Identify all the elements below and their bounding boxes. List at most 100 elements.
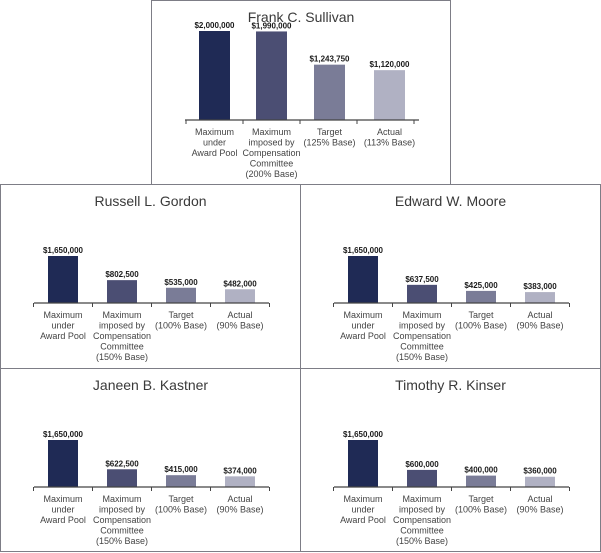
bar [525,292,555,303]
category-label: (113% Base) [364,138,415,148]
category-label: Compensation [393,515,451,525]
bar [374,70,405,120]
category-label: Compensation [242,148,300,158]
category-label: Target [168,494,194,504]
category-label: (150% Base) [396,536,448,546]
category-label: Maximum [252,127,291,137]
category-label: Committee [400,526,444,536]
data-label: $374,000 [223,466,257,475]
category-label: imposed by [99,505,146,515]
category-label: Award Pool [340,515,386,525]
category-label: (100% Base) [155,505,207,515]
category-label: Maximum [43,310,82,320]
bar [107,280,137,303]
category-label: Award Pool [340,331,386,341]
category-label: (90% Base) [216,505,263,515]
category-label: imposed by [399,321,446,331]
data-label: $1,990,000 [251,21,292,30]
category-label: Committee [250,159,294,169]
data-label: $637,500 [405,275,439,284]
data-label: $425,000 [464,281,498,290]
bar [48,440,78,487]
category-label: (150% Base) [96,352,148,362]
bar [314,64,345,120]
data-label: $1,120,000 [369,60,410,69]
bar [48,256,78,303]
bar [407,284,437,303]
bar [466,290,496,303]
chart-panel-kastner: Janeen B. Kastner $1,650,000 Maximum under… [0,368,301,552]
data-label: $535,000 [164,278,198,287]
category-label: Committee [400,342,444,352]
category-label: Maximum [43,494,82,504]
data-label: $360,000 [523,467,557,476]
category-label: (125% Base) [303,138,355,148]
chart-panel-moore: Edward W. Moore $1,650,000 Maximum under Aw… [300,184,601,369]
data-label: $1,243,750 [309,55,350,64]
category-label: (90% Base) [516,321,563,331]
category-label: Compensation [93,331,151,341]
data-label: $622,500 [105,459,139,468]
category-label: Target [468,494,494,504]
category-label: Committee [100,526,144,536]
category-label: Target [468,310,494,320]
category-label: imposed by [99,321,146,331]
category-label: imposed by [399,505,446,515]
bar [225,476,255,487]
category-label: Actual [527,310,552,320]
category-label: Target [168,310,194,320]
category-label: Maximum [195,127,234,137]
category-label: Award Pool [40,331,86,341]
bar [466,475,496,487]
data-label: $600,000 [405,460,439,469]
category-label: under [351,321,374,331]
category-label: under [51,321,74,331]
data-label: $400,000 [464,466,498,475]
chart-title: Frank C. Sullivan [247,9,355,25]
category-label: Actual [227,310,252,320]
bar [107,469,137,487]
data-label: $1,650,000 [43,246,84,255]
category-label: Maximum [402,310,441,320]
data-label: $1,650,000 [343,430,384,439]
bar [256,31,287,120]
category-label: Maximum [343,310,382,320]
category-label: (100% Base) [155,321,207,331]
chart-panel-sullivan: Frank C. Sullivan $2,000,000 Maximum under… [151,0,451,185]
bar [166,475,196,487]
data-label: $415,000 [164,465,198,474]
bar [199,31,230,120]
chart-title: Russell L. Gordon [94,193,207,209]
bar [348,256,378,303]
bar [166,287,196,303]
category-label: (100% Base) [455,505,507,515]
category-label: Maximum [102,494,141,504]
category-label: under [51,505,74,515]
chart-title: Janeen B. Kastner [92,377,209,393]
category-label: Maximum [402,494,441,504]
category-label: (150% Base) [396,352,448,362]
category-label: (200% Base) [245,169,297,179]
category-label: Compensation [93,515,151,525]
category-label: Actual [527,494,552,504]
bar [348,440,378,487]
chart-title: Timothy R. Kinser [395,377,506,393]
category-label: Award Pool [192,148,238,158]
data-label: $482,000 [223,279,257,288]
data-label: $2,000,000 [194,21,235,30]
category-label: (100% Base) [455,321,507,331]
category-label: Compensation [393,331,451,341]
data-label: $802,500 [105,270,139,279]
category-label: Maximum [102,310,141,320]
bar [225,289,255,303]
data-label: $1,650,000 [43,430,84,439]
category-label: Maximum [343,494,382,504]
chart-title: Edward W. Moore [394,193,507,209]
category-label: Committee [100,342,144,352]
chart-panel-kinser: Timothy R. Kinser $1,650,000 Maximum under… [300,368,601,552]
bar [407,469,437,487]
category-label: under [351,505,374,515]
chart-panel-gordon: Russell L. Gordon $1,650,000 Maximum under… [0,184,301,369]
